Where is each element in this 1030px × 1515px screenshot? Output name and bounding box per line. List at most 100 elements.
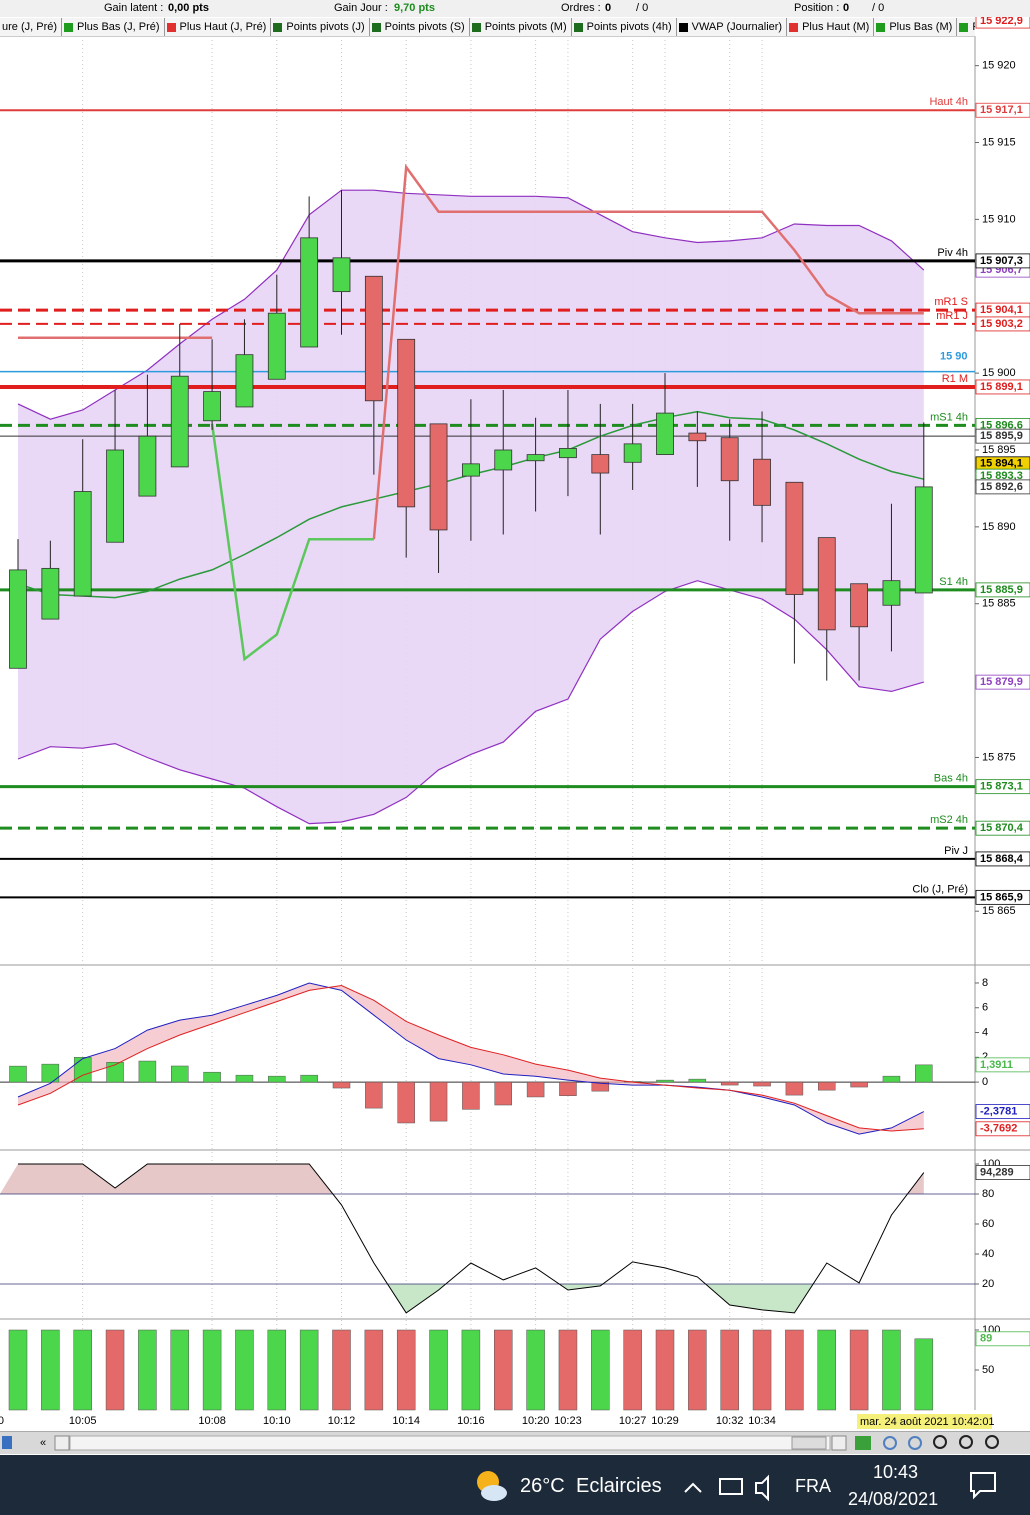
legend-item: Points pivots (J)	[271, 18, 370, 36]
volume-bar	[73, 1329, 92, 1411]
macd-bar	[818, 1081, 836, 1091]
price-tag-box	[975, 851, 1030, 867]
scroll-bar[interactable]: «	[0, 1431, 1030, 1454]
legend-label: Plus Haut (J, Pré)	[179, 21, 267, 33]
volume-bar	[41, 1329, 60, 1411]
level-name: Piv 4h	[937, 247, 968, 259]
y-tick-label: 15 895	[982, 444, 1016, 456]
notifications[interactable]	[968, 1470, 998, 1500]
x-tick-label: 10:27	[619, 1415, 647, 1427]
price-tag: 15 885,9	[980, 584, 1023, 596]
candle-body	[656, 412, 674, 456]
level-name: R1 M	[942, 373, 968, 385]
icon[interactable]	[855, 1436, 871, 1450]
volume-bar	[785, 1329, 804, 1411]
macd-bar	[526, 1081, 545, 1098]
y-tick-label: 60	[982, 1218, 994, 1230]
volume-bar	[526, 1329, 545, 1411]
date-box-bg	[857, 1414, 992, 1429]
price-tag: 15 870,4	[980, 822, 1024, 834]
volume-bar	[655, 1329, 675, 1411]
x-tick-label: 10:05	[69, 1415, 97, 1427]
price-tag: 15 893,3	[980, 470, 1023, 482]
icon[interactable]: «	[40, 1437, 46, 1449]
zoom[interactable]	[933, 1435, 947, 1449]
macd-bar	[397, 1081, 415, 1124]
scroll-thumb[interactable]	[791, 1436, 827, 1450]
price-tag-box	[975, 582, 1030, 598]
language[interactable]: FRA	[795, 1476, 831, 1496]
label: Position :	[794, 2, 840, 14]
scroll-left[interactable]	[54, 1435, 70, 1451]
price-tag: 15 892,6	[980, 481, 1023, 493]
tray-icons[interactable]	[680, 1467, 830, 1507]
volume-bar	[170, 1329, 189, 1411]
legend-label: Points pivots (J)	[286, 21, 365, 33]
price-tag: 94,289	[980, 1166, 1014, 1178]
candle-body	[720, 437, 739, 482]
legend-item: ure (J, Pré)	[0, 18, 63, 36]
taskbar: 26°C Eclaircies FRA 10:43 24/08/2021	[0, 1455, 1030, 1515]
y-tick-label: 20	[982, 1278, 994, 1290]
y-tick-label: 15 890	[982, 521, 1016, 533]
zoom-out[interactable]	[959, 1435, 973, 1449]
price-tag: 15 879,9	[980, 676, 1023, 688]
macd-bar	[332, 1081, 351, 1089]
volume-bar	[429, 1329, 448, 1411]
y-tick-label: 15 910	[982, 213, 1016, 225]
zoom-in[interactable]	[985, 1435, 999, 1449]
legend-item: Plus Haut (J, Pré)	[165, 18, 272, 36]
price-tag-box	[975, 1165, 1030, 1180]
macd-bar	[138, 1060, 157, 1083]
level-name: Haut 4h	[929, 96, 968, 108]
price-tag: 89	[980, 1333, 992, 1345]
level-name: mS2 4h	[930, 814, 968, 826]
macd-bar	[300, 1074, 318, 1083]
legend-swatch	[166, 22, 176, 32]
candle-body	[914, 486, 933, 594]
y-tick-label: 15 900	[982, 367, 1016, 379]
candle-body	[9, 569, 27, 669]
scroll-right[interactable]	[831, 1435, 847, 1451]
legend-label: Plus Bas (M)	[889, 21, 953, 33]
scroll-track[interactable]	[69, 1435, 831, 1451]
legend-item: Plus Bas (J, Pré)	[62, 18, 165, 36]
value: 9,70 pts	[394, 2, 435, 14]
clock-date[interactable]: 24/08/2021	[848, 1489, 939, 1509]
redo[interactable]	[908, 1436, 922, 1450]
macd-line	[17, 982, 925, 1135]
value: / 0	[872, 2, 885, 14]
level-name: S1 4h	[939, 576, 968, 588]
price-tag: 15 894,1	[980, 458, 1023, 470]
scroll-controls: «	[2, 1435, 999, 1451]
price-tag: 1,3911	[980, 1059, 1013, 1071]
legend-item: Points pivots (S)	[370, 18, 470, 36]
price-tag-box	[975, 253, 1030, 269]
candle-body	[106, 449, 124, 543]
legend-label: Plus	[972, 21, 975, 33]
x-tick-label: 10:23	[554, 1415, 582, 1427]
volume-bar	[235, 1329, 254, 1411]
price-tag-box	[975, 779, 1030, 795]
candle-body	[623, 443, 642, 463]
indicator-line	[210, 423, 374, 662]
macd-bar	[171, 1065, 189, 1083]
macd-bar	[235, 1074, 254, 1083]
legend-label: Points pivots (4h)	[586, 21, 672, 33]
x-tick-label: 10:08	[198, 1415, 226, 1427]
undo[interactable]	[883, 1436, 897, 1450]
price-tag-box	[975, 379, 1030, 395]
level-name: mS1 4h	[930, 411, 968, 423]
candle-body	[364, 275, 383, 402]
clock-time[interactable]: 10:43	[873, 1462, 919, 1482]
macd-bar	[268, 1075, 286, 1083]
icon[interactable]	[2, 1436, 12, 1449]
macd-bar	[591, 1081, 610, 1092]
value: 0	[843, 2, 850, 14]
volume-bar	[752, 1329, 772, 1411]
macd-bar	[720, 1081, 739, 1086]
y-tick-label: 6	[982, 1002, 988, 1014]
candle-body	[526, 454, 545, 462]
price-tag-box	[975, 428, 1030, 444]
legend-swatch	[471, 22, 481, 32]
